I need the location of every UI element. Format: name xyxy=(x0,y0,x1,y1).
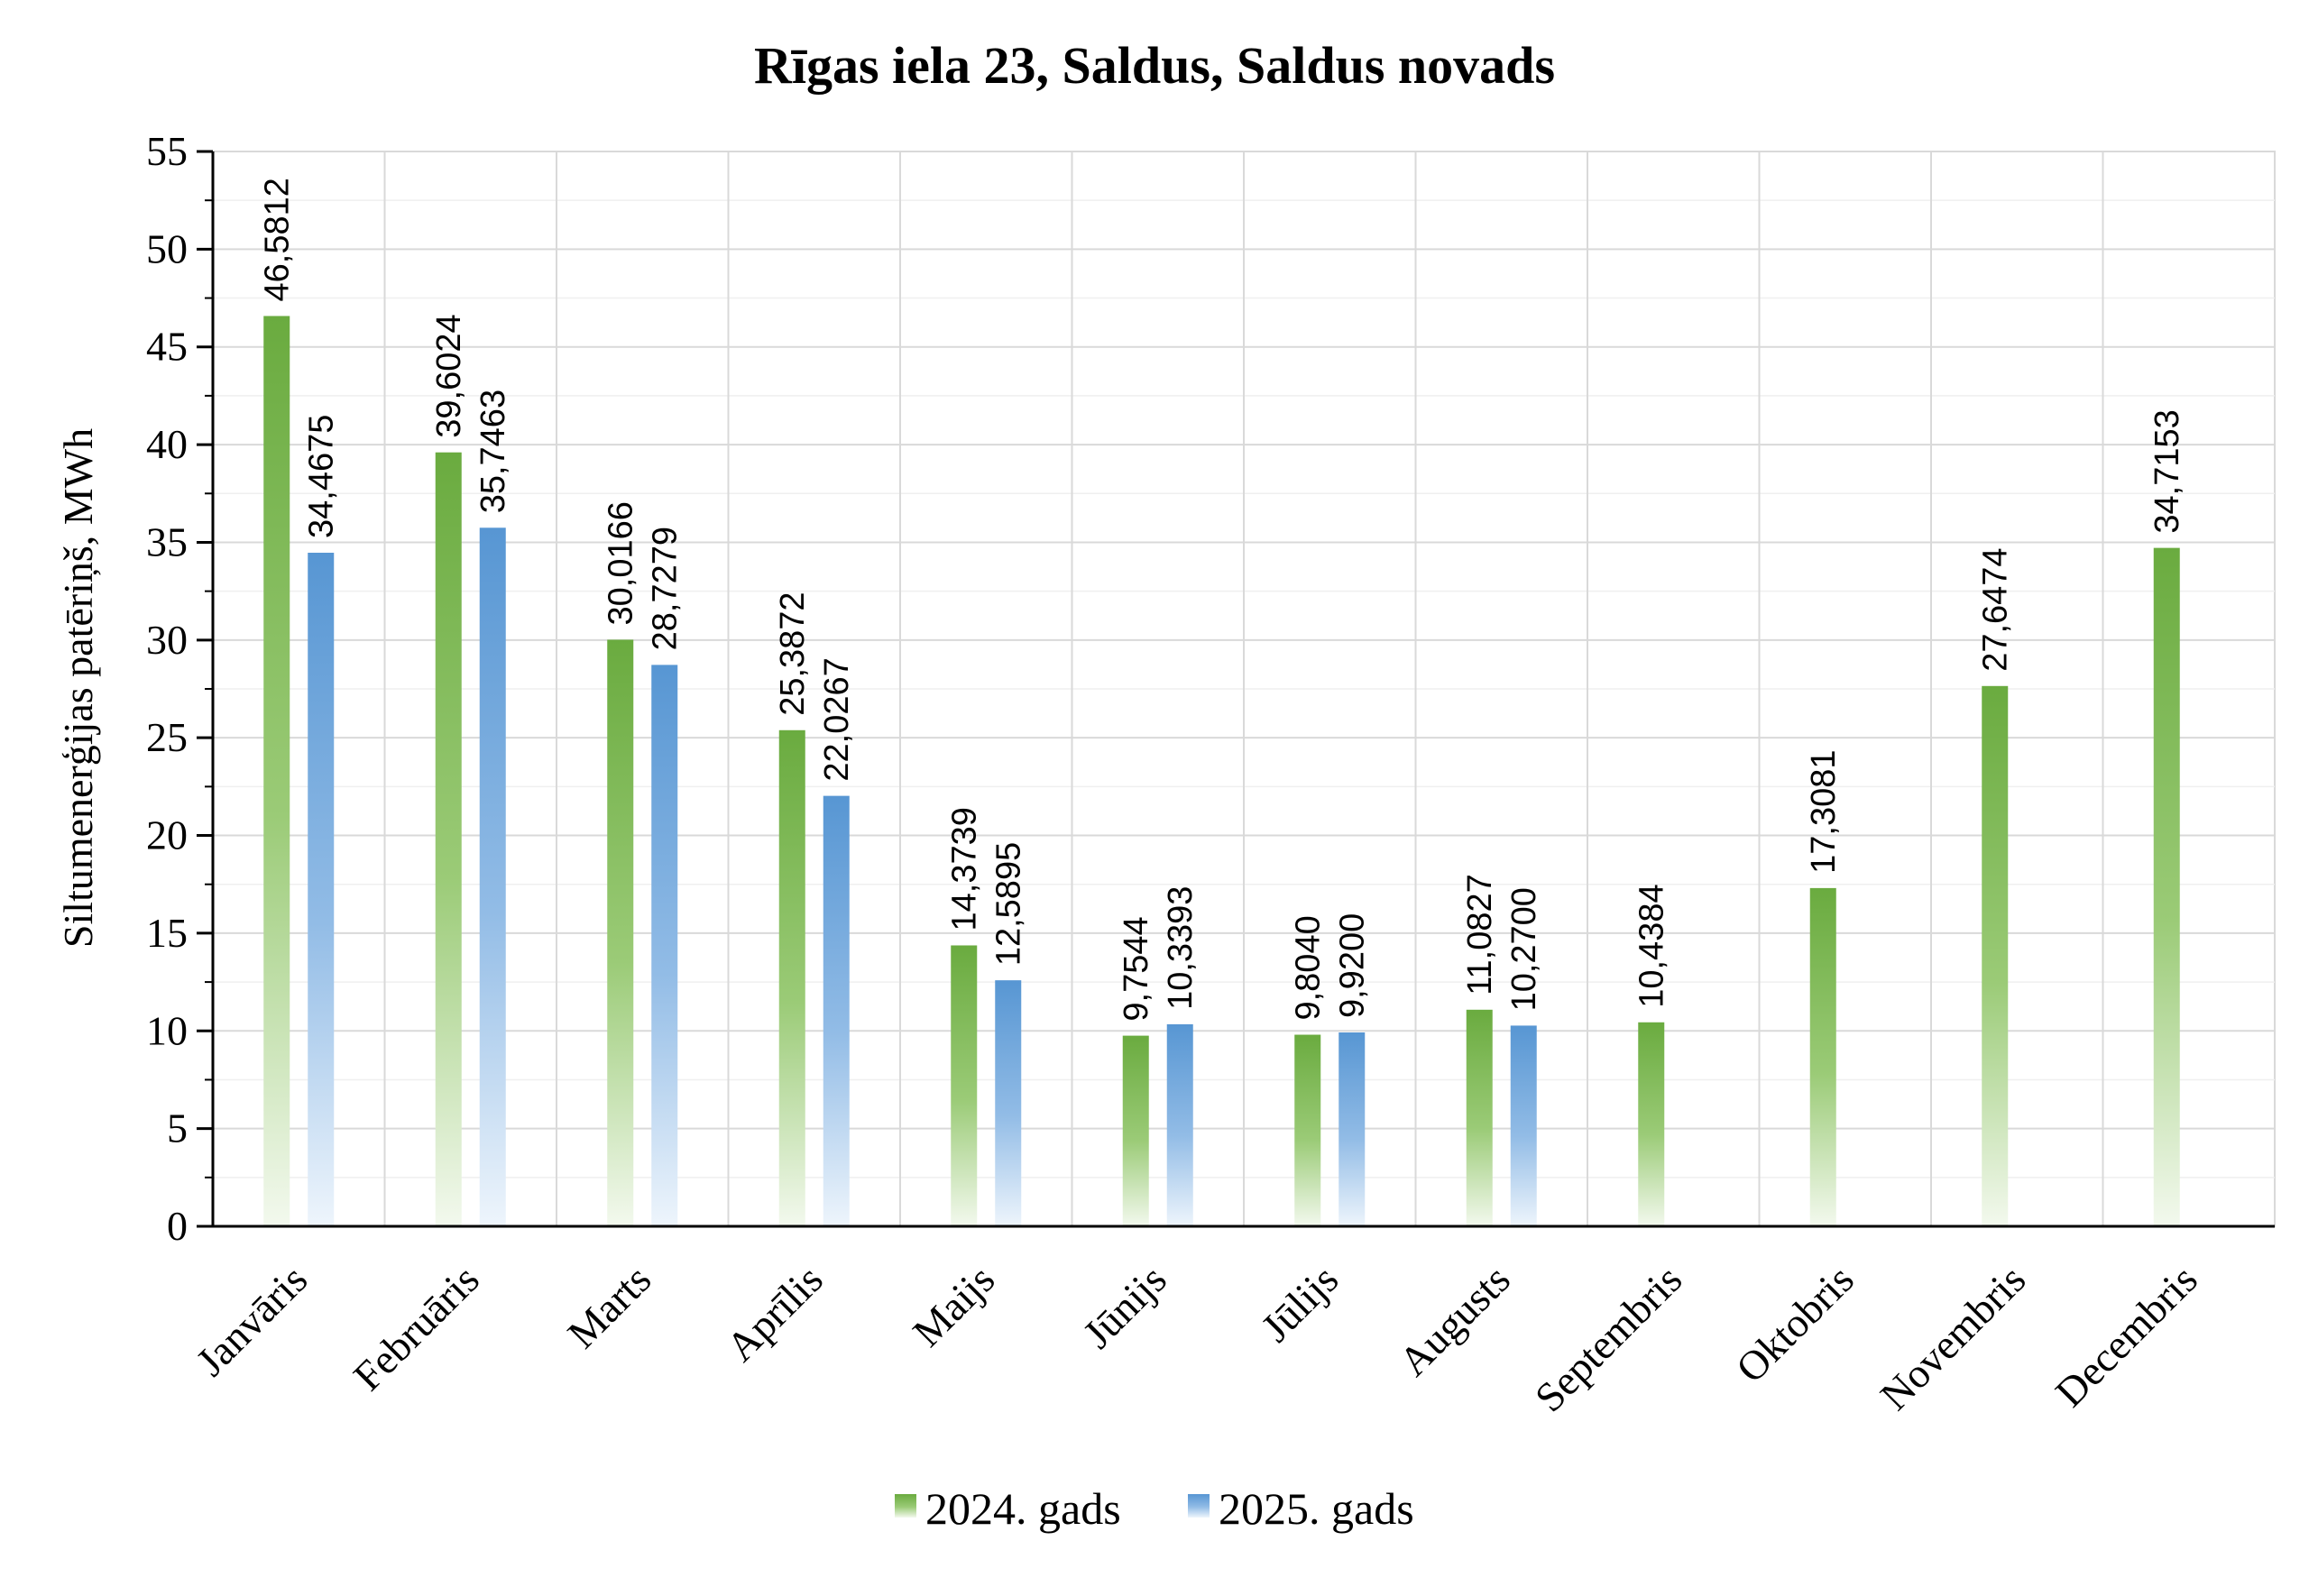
data-label: 10,2700 xyxy=(1505,887,1543,1011)
y-tick-label: 35 xyxy=(146,518,188,564)
bar-2024-6 xyxy=(1294,1034,1321,1226)
data-labels: 46,5812 39,6024 30,0166 25,3872 14,3739 9,754… xyxy=(259,178,2187,1022)
y-tick-label: 15 xyxy=(146,910,188,956)
data-label: 30,0166 xyxy=(603,501,640,625)
x-tick-label: Augusts xyxy=(1390,1256,1519,1385)
x-tick-label: Oktobris xyxy=(1727,1256,1863,1391)
chart-title: Rīgas iela 23, Saldus, Saldus novads xyxy=(754,36,1555,95)
data-label: 46,5812 xyxy=(259,178,297,301)
data-label: 35,7463 xyxy=(474,390,512,513)
x-tick-label: Maijs xyxy=(904,1256,1003,1355)
bar-2024-10 xyxy=(1982,685,2009,1226)
data-label: 14,3739 xyxy=(946,807,984,931)
y-tick-label: 40 xyxy=(146,421,188,467)
data-label: 34,7153 xyxy=(2148,409,2186,533)
data-label: 11,0827 xyxy=(1461,874,1499,995)
bar-2024-2 xyxy=(607,639,634,1226)
data-label: 27,6474 xyxy=(1977,547,2015,671)
bar-2024-5 xyxy=(1122,1035,1149,1226)
legend-swatch-2024 xyxy=(895,1494,916,1518)
bar-2025-0 xyxy=(308,552,335,1226)
bar-2025-6 xyxy=(1338,1032,1366,1226)
bar-2024-8 xyxy=(1638,1022,1665,1226)
y-tick-label: 50 xyxy=(146,225,188,271)
bar-2024-0 xyxy=(263,316,290,1226)
y-tick-label: 20 xyxy=(146,812,188,858)
data-label: 25,3872 xyxy=(774,592,812,715)
bar-2025-2 xyxy=(651,665,678,1226)
bar-2024-11 xyxy=(2153,547,2180,1226)
legend-label-2025: 2025. gads xyxy=(1219,1483,1414,1534)
data-label: 22,0267 xyxy=(818,657,856,781)
x-tick-label: Jūlijs xyxy=(1253,1256,1348,1351)
y-axis-label: Siltumenerģijas patēriņš, MWh xyxy=(55,428,101,948)
bar-2024-3 xyxy=(778,729,805,1226)
legend-label-2024: 2024. gads xyxy=(925,1483,1121,1534)
grid xyxy=(212,151,2276,1227)
y-tick-label: 25 xyxy=(146,714,188,760)
bar-2024-4 xyxy=(951,945,978,1226)
y-tick-label: 45 xyxy=(146,324,188,370)
x-tick-label: Jūnijs xyxy=(1074,1256,1175,1357)
x-tick-label: Aprīlis xyxy=(717,1256,831,1370)
bar-2025-5 xyxy=(1166,1023,1193,1226)
bar-2024-7 xyxy=(1466,1009,1493,1226)
legend-swatch-2025 xyxy=(1188,1494,1210,1518)
x-tick-label: Marts xyxy=(558,1256,659,1357)
data-label: 9,9200 xyxy=(1334,913,1372,1018)
y-tick-label: 0 xyxy=(167,1203,188,1249)
data-label: 34,4675 xyxy=(303,415,341,538)
x-tick-label: Novembris xyxy=(1872,1256,2035,1419)
legend: 2024. gads 2025. gads xyxy=(895,1483,1414,1534)
bar-2025-3 xyxy=(823,795,850,1226)
x-tick-label: Februāris xyxy=(345,1256,488,1399)
x-tick-label: Decembris xyxy=(2047,1256,2206,1416)
data-label: 9,8040 xyxy=(1290,915,1328,1020)
data-label: 17,3081 xyxy=(1805,750,1843,874)
bar-2025-7 xyxy=(1510,1025,1537,1226)
bar-2025-4 xyxy=(995,980,1022,1226)
data-label: 10,3393 xyxy=(1162,886,1200,1010)
data-label: 10,4384 xyxy=(1633,884,1671,1007)
bar-2024-1 xyxy=(435,452,462,1226)
y-tick-label: 10 xyxy=(146,1007,188,1053)
y-tick-label: 5 xyxy=(167,1105,188,1151)
y-tick-label: 30 xyxy=(146,617,188,663)
data-label: 12,5895 xyxy=(990,842,1028,966)
data-label: 28,7279 xyxy=(647,527,685,650)
bars xyxy=(263,316,2180,1226)
data-label: 9,7544 xyxy=(1118,916,1155,1021)
bar-2025-1 xyxy=(479,527,506,1226)
y-tick-label: 55 xyxy=(146,128,188,174)
bar-2024-9 xyxy=(1809,887,1836,1226)
x-tick-label: Janvāris xyxy=(188,1256,317,1385)
x-tick-label: Septembris xyxy=(1526,1256,1690,1420)
data-label: 39,6024 xyxy=(430,314,468,437)
